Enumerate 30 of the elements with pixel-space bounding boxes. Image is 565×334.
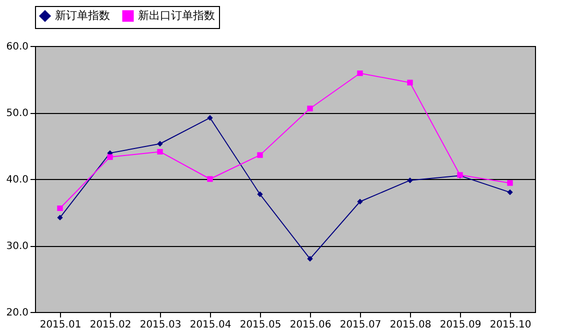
y-tick-label: 20.0 [6, 308, 28, 318]
point [257, 152, 263, 158]
x-tick-label: 2015.09 [440, 320, 482, 330]
y-tick-label: 50.0 [6, 108, 28, 119]
x-tick-label: 2015.05 [240, 320, 282, 330]
point [257, 192, 263, 198]
point [207, 115, 213, 121]
point [107, 154, 113, 160]
point [407, 80, 413, 86]
point [407, 178, 413, 184]
point [57, 206, 63, 211]
y-tick-label: 30.0 [6, 241, 28, 252]
point [57, 214, 63, 220]
x-tick-label: 2015.08 [390, 320, 432, 330]
y-tick-label: 60.0 [6, 42, 28, 52]
point [357, 70, 363, 76]
x-tick-label: 2015.03 [140, 320, 182, 330]
legend-label: 新出口订单指数 [138, 9, 215, 22]
x-tick-label: 2015.02 [90, 320, 132, 330]
point [357, 198, 363, 204]
x-tick-label: 2015.07 [340, 320, 382, 330]
x-tick-label: 2015.01 [40, 320, 82, 330]
point [507, 190, 513, 196]
point [157, 148, 163, 154]
x-tick-label: 2015.06 [290, 320, 332, 330]
legend-label: 新订单指数 [55, 9, 110, 22]
x-tick-label: 2015.10 [490, 320, 532, 330]
y-tick-label: 40.0 [6, 174, 28, 186]
point [307, 256, 313, 262]
x-tick-label: 2015.04 [190, 320, 232, 330]
